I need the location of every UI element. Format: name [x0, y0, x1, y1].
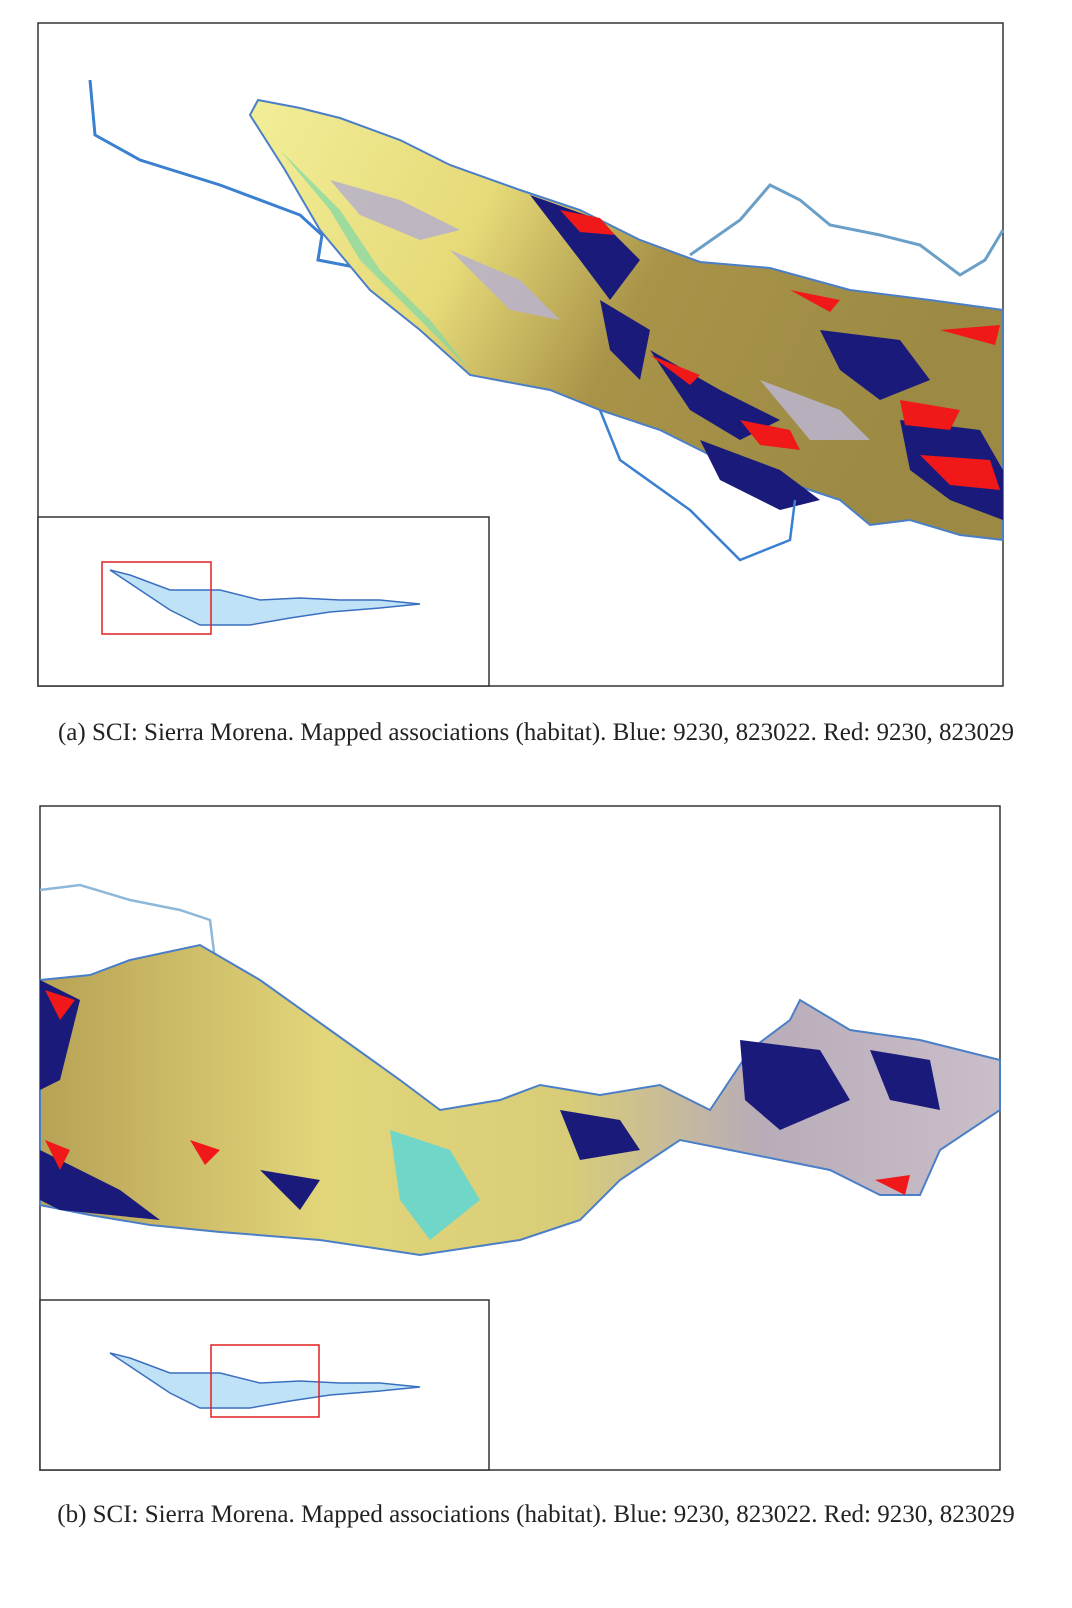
panel-label: (a)	[57, 719, 86, 746]
caption: (a) SCI: Sierra Morena. Mapped associati…	[30, 715, 1042, 750]
map-panel-b	[39, 805, 1001, 1471]
caption-text: SCI: Sierra Morena. Mapped associations …	[91, 719, 1015, 746]
caption-text: SCI: Sierra Morena. Mapped associations …	[92, 1501, 1015, 1528]
panel-label: (b)	[57, 1501, 87, 1528]
map-panel-a	[37, 22, 1005, 687]
caption: (b) SCI: Sierra Morena. Mapped associati…	[30, 1497, 1042, 1532]
